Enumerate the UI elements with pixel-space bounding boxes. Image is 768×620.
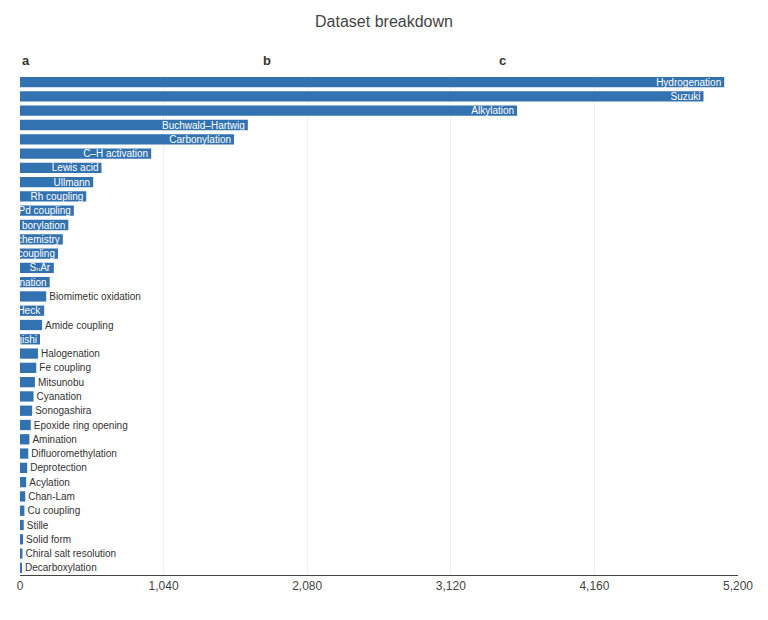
svg-text:Chiral salt resolution: Chiral salt resolution	[25, 548, 116, 559]
svg-text:4,160: 4,160	[579, 579, 609, 593]
svg-text:C–H activation: C–H activation	[83, 148, 148, 159]
svg-text:Amination: Amination	[32, 434, 76, 445]
svg-text:Ni coupling: Ni coupling	[5, 248, 54, 259]
svg-text:Epoxide ring opening: Epoxide ring opening	[34, 420, 128, 431]
svg-text:Dataset breakdown: Dataset breakdown	[315, 13, 453, 30]
svg-text:Photochemistry: Photochemistry	[0, 234, 60, 245]
svg-text:Alkylation: Alkylation	[471, 105, 514, 116]
svg-text:Fluorination: Fluorination	[0, 277, 47, 288]
svg-text:Deprotection: Deprotection	[30, 462, 87, 473]
svg-text:Carbonylation: Carbonylation	[169, 134, 231, 145]
svg-text:Sonogashira: Sonogashira	[35, 405, 92, 416]
svg-text:Lewis acid: Lewis acid	[52, 162, 99, 173]
svg-text:Rh coupling: Rh coupling	[30, 191, 83, 202]
svg-text:a: a	[22, 53, 30, 68]
svg-text:3,120: 3,120	[436, 579, 466, 593]
svg-text:Difluoromethylation: Difluoromethylation	[31, 448, 117, 459]
svg-text:0: 0	[17, 579, 24, 593]
svg-text:Buchwald–Hartwig: Buchwald–Hartwig	[162, 120, 245, 131]
svg-text:Ullmann: Ullmann	[53, 177, 90, 188]
svg-text:2,080: 2,080	[292, 579, 322, 593]
svg-text:Heck: Heck	[17, 305, 41, 316]
svg-text:SₙAr: SₙAr	[30, 262, 51, 273]
svg-text:Suzuki: Suzuki	[670, 91, 700, 102]
svg-text:Hydrogenation: Hydrogenation	[656, 77, 721, 88]
svg-text:Halogenation: Halogenation	[41, 348, 100, 359]
svg-text:1,040: 1,040	[149, 579, 179, 593]
svg-text:5,200: 5,200	[723, 579, 753, 593]
svg-text:Amide coupling: Amide coupling	[45, 320, 113, 331]
svg-text:c: c	[499, 53, 506, 68]
svg-text:Pd borylation: Pd borylation	[7, 220, 65, 231]
svg-text:Stille: Stille	[27, 520, 49, 531]
svg-text:Decarboxylation: Decarboxylation	[25, 562, 97, 573]
svg-text:Biomimetic oxidation: Biomimetic oxidation	[49, 291, 141, 302]
svg-text:Cyanation: Cyanation	[37, 391, 82, 402]
svg-text:Pd coupling: Pd coupling	[19, 205, 71, 216]
svg-text:Cu coupling: Cu coupling	[27, 505, 80, 516]
svg-text:Fe coupling: Fe coupling	[39, 362, 91, 373]
svg-text:Chan-Lam: Chan-Lam	[28, 491, 75, 502]
svg-text:Negishi: Negishi	[4, 334, 37, 345]
svg-text:Acylation: Acylation	[29, 477, 70, 488]
svg-text:Solid form: Solid form	[26, 534, 71, 545]
svg-text:Mitsunobu: Mitsunobu	[38, 377, 84, 388]
svg-text:b: b	[263, 53, 271, 68]
